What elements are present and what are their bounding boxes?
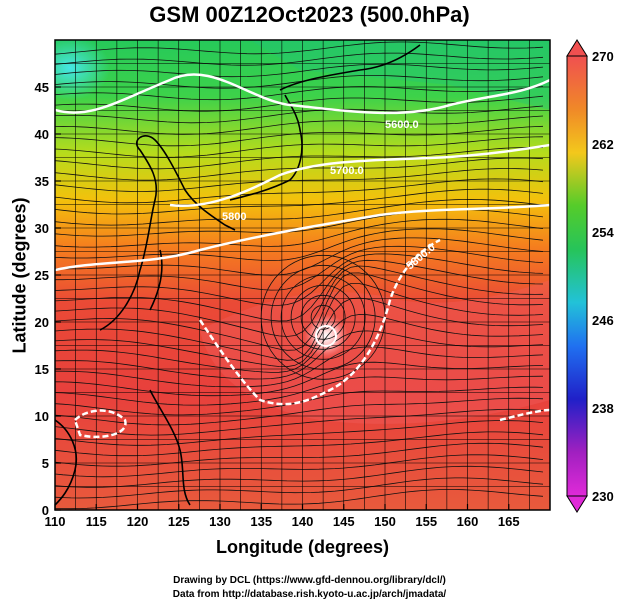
x-axis: 110 115 120 125 130 135 140 145 150 155 160 165	[45, 504, 520, 529]
x-tick-label: 120	[127, 514, 149, 529]
mainland-coast	[99, 135, 236, 331]
contour-5880	[198, 238, 441, 406]
contour-label: 5700.0	[330, 165, 364, 177]
colorbar-bottom-arrow	[566, 495, 588, 513]
x-tick-label: 110	[45, 514, 66, 529]
y-tick-label: 25	[35, 268, 49, 283]
streamline	[55, 375, 544, 406]
streamline	[55, 146, 544, 170]
colorbar-tick-label: 254	[592, 225, 614, 240]
philippines-coast	[149, 389, 191, 506]
streamline	[55, 265, 544, 337]
contour-label: 5800	[222, 211, 246, 223]
streamline	[55, 253, 544, 306]
y-tick-label: 15	[35, 362, 49, 377]
contours	[55, 73, 550, 439]
x-tick-label: 150	[374, 514, 396, 529]
colorbar-tick-label: 246	[592, 313, 614, 328]
y-tick-label: 20	[35, 315, 49, 330]
colorbar-tick-label: 262	[592, 137, 614, 152]
x-tick-label: 135	[250, 514, 272, 529]
contour-5700	[169, 143, 550, 208]
streamline	[55, 420, 544, 446]
y-tick-label: 30	[35, 221, 49, 236]
streamline	[55, 361, 544, 397]
contour-label: 5600.0	[385, 119, 419, 131]
colorbar-tick-label: 230	[592, 489, 614, 504]
x-axis-title: Longitude (degrees)	[215, 537, 389, 557]
x-tick-label: 125	[168, 514, 190, 529]
credit-drawing: Drawing by DCL (https://www.gfd-dennou.o…	[173, 575, 446, 586]
streamline	[55, 245, 544, 291]
y-axis-title: Latitude (degrees)	[9, 197, 30, 354]
streamline	[55, 442, 544, 467]
x-tick-label: 155	[415, 514, 437, 529]
coastlines	[55, 44, 421, 506]
x-tick-label: 145	[333, 514, 355, 529]
x-tick-label: 160	[457, 514, 479, 529]
x-tick-label: 165	[498, 514, 520, 529]
streamline	[55, 105, 544, 124]
streamline	[55, 136, 544, 158]
streamline	[55, 41, 544, 55]
colorbar-top-arrow	[566, 39, 588, 57]
vietnam-coast	[55, 419, 77, 506]
streamline	[55, 489, 544, 510]
y-axis: 0 5 10 15 20 25 30 35 40 45	[35, 80, 61, 518]
colorbar-tick-label: 238	[592, 401, 614, 416]
contour-5880-east	[499, 408, 550, 422]
y-tick-label: 45	[35, 80, 49, 95]
contour-5880-west	[73, 409, 127, 439]
colorbar-tick-label: 270	[592, 49, 614, 64]
streamline	[55, 397, 544, 426]
streamline	[55, 314, 544, 373]
streamline	[55, 188, 544, 215]
streamline	[55, 283, 544, 361]
colorbar: 270 262 254 246 238 230	[566, 39, 614, 513]
north-coast	[279, 44, 421, 91]
y-tick-label: 35	[35, 174, 49, 189]
map-title: GSM 00Z12Oct2023 (500.0hPa)	[149, 2, 470, 27]
streamline	[55, 330, 544, 380]
credit-data: Data from http://database.rish.kyoto-u.a…	[172, 589, 447, 600]
grid	[55, 40, 550, 510]
plot-area: 5600.0 5700.0 5800 5800.0	[55, 40, 550, 510]
contour-5600	[55, 73, 550, 115]
taiwan-coast	[149, 249, 163, 311]
typhoon-ring	[315, 325, 337, 347]
streamline	[55, 228, 544, 262]
colorbar-scale	[566, 55, 588, 497]
streamline	[55, 454, 544, 478]
japan-coast	[229, 94, 303, 201]
x-tick-label: 115	[86, 514, 107, 529]
x-tick-label: 140	[292, 514, 314, 529]
contour-5800	[55, 203, 550, 272]
streamline	[55, 218, 544, 248]
streamline	[55, 178, 544, 204]
y-tick-label: 10	[35, 409, 49, 424]
y-tick-label: 0	[42, 503, 49, 518]
streamline	[55, 75, 544, 89]
streamline	[55, 346, 544, 388]
streamline	[55, 198, 544, 226]
streamline	[55, 63, 544, 78]
streamline	[55, 477, 544, 499]
y-tick-label: 5	[42, 456, 49, 471]
streamline	[55, 465, 544, 488]
typhoon-eye	[304, 314, 348, 358]
streamline	[55, 408, 544, 436]
streamline	[55, 431, 544, 457]
y-tick-label: 40	[35, 127, 49, 142]
x-tick-label: 130	[209, 514, 231, 529]
streamline	[55, 52, 544, 66]
streamline	[55, 168, 544, 192]
